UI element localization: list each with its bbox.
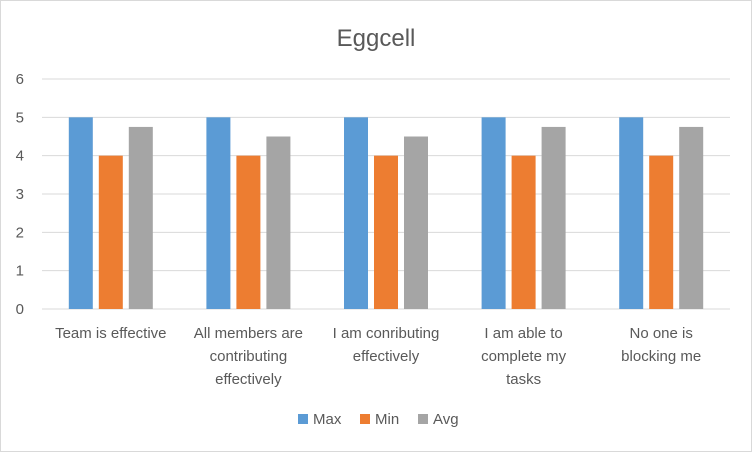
category-label: Team is effective <box>55 325 166 342</box>
y-tick-label: 6 <box>16 71 24 88</box>
category-label: I am conributing effectively <box>333 325 440 365</box>
category-label-line: complete my <box>481 348 567 365</box>
category-label-line: Team is effective <box>55 325 166 342</box>
legend-label-min: Min <box>375 411 399 428</box>
y-tick-label: 1 <box>16 263 24 280</box>
bar-max <box>619 117 644 309</box>
legend-swatch-min <box>360 414 370 424</box>
x-axis: Team is effective All members are contribu… <box>55 325 701 388</box>
bar-avg <box>128 126 153 310</box>
y-tick-label: 3 <box>16 186 24 203</box>
category-label-line: effectively <box>215 371 282 388</box>
y-tick-label: 2 <box>16 224 24 241</box>
bar-avg <box>679 126 704 310</box>
legend: Max Min Avg <box>298 411 459 428</box>
legend-label-max: Max <box>313 411 342 428</box>
chart-title: Eggcell <box>337 25 416 52</box>
bar-max <box>344 117 368 309</box>
category-label-line: tasks <box>506 371 541 388</box>
bar-max <box>68 117 93 309</box>
category-label: No one is blocking me <box>621 325 701 365</box>
category-label: All members are contributing effectively <box>194 325 303 388</box>
category-label-line: No one is <box>630 325 693 342</box>
bar-avg <box>541 126 566 310</box>
bar-min <box>649 155 674 309</box>
category-label-line: I am conributing <box>333 325 440 342</box>
category-label-line: contributing <box>210 348 288 365</box>
bar-min <box>98 155 123 309</box>
bar-max <box>206 117 231 309</box>
bar-min <box>374 155 398 309</box>
legend-swatch-max <box>298 414 308 424</box>
legend-label-avg: Avg <box>433 411 459 428</box>
category-label-line: All members are <box>194 325 303 342</box>
bar-max <box>481 117 506 309</box>
category-label-line: I am able to <box>484 325 562 342</box>
y-tick-label: 4 <box>16 148 24 165</box>
bar-avg <box>266 136 291 309</box>
legend-swatch-avg <box>418 414 428 424</box>
bar-avg <box>404 136 428 309</box>
bar-min <box>236 155 261 309</box>
y-tick-label: 5 <box>16 109 24 126</box>
bars <box>68 117 704 310</box>
category-label-line: effectively <box>353 348 420 365</box>
bar-min <box>511 155 536 309</box>
y-axis: 0 1 2 3 4 5 6 <box>16 71 24 318</box>
category-label: I am able to complete my tasks <box>481 325 567 388</box>
y-tick-label: 0 <box>16 301 24 318</box>
category-label-line: blocking me <box>621 348 701 365</box>
